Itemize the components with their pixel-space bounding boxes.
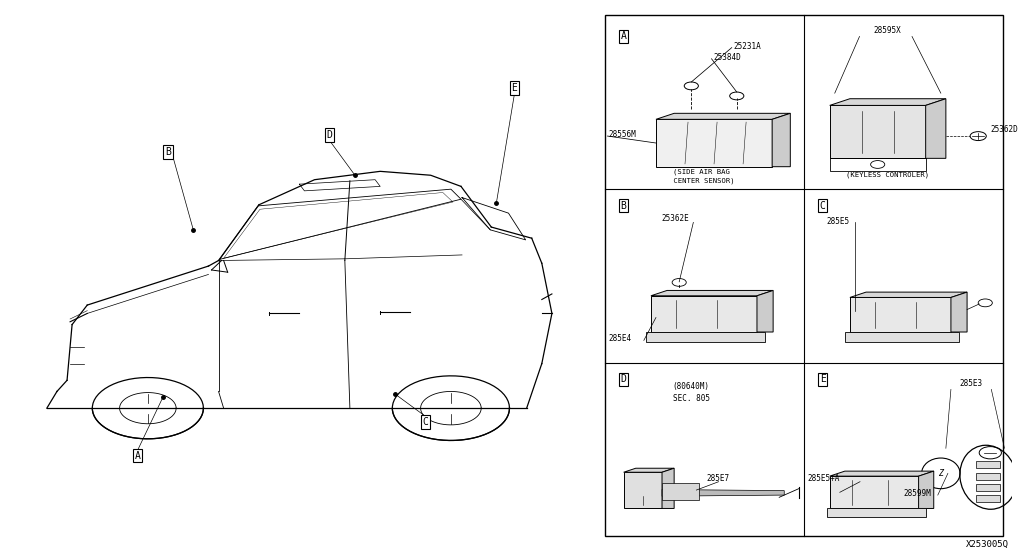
Polygon shape [826, 508, 926, 517]
Text: A: A [621, 31, 627, 41]
Polygon shape [772, 113, 791, 167]
Text: (KEYLESS CONTROLER): (KEYLESS CONTROLER) [846, 172, 930, 178]
Text: 25231A: 25231A [734, 42, 762, 51]
Text: B: B [165, 147, 171, 157]
Text: E: E [819, 375, 825, 384]
Text: (80640M): (80640M) [673, 382, 710, 391]
Polygon shape [646, 332, 765, 342]
Polygon shape [651, 291, 773, 296]
Polygon shape [926, 99, 946, 158]
Polygon shape [919, 471, 934, 508]
Polygon shape [651, 296, 757, 332]
Text: 25362D: 25362D [990, 125, 1018, 134]
Text: D: D [621, 375, 627, 384]
Text: C: C [819, 200, 825, 211]
Text: Z: Z [938, 469, 943, 478]
Polygon shape [624, 468, 674, 472]
Bar [976, 460, 1000, 468]
Text: 285E5+A: 285E5+A [808, 474, 840, 483]
Text: C: C [423, 417, 429, 427]
Text: X253005Q: X253005Q [966, 540, 1009, 549]
Text: 285E3: 285E3 [959, 379, 983, 388]
Polygon shape [845, 332, 959, 342]
Polygon shape [656, 119, 772, 167]
Text: (SIDE AIR BAG: (SIDE AIR BAG [673, 169, 730, 175]
Text: E: E [512, 83, 517, 93]
Polygon shape [850, 297, 951, 332]
Polygon shape [829, 105, 926, 158]
Polygon shape [663, 468, 674, 508]
Polygon shape [829, 471, 934, 476]
Bar [976, 484, 1000, 491]
Text: 25362E: 25362E [662, 214, 689, 223]
Polygon shape [829, 99, 946, 105]
Text: 285E5: 285E5 [826, 217, 850, 226]
Text: D: D [327, 130, 333, 140]
Text: 285E7: 285E7 [707, 474, 729, 483]
Polygon shape [624, 472, 663, 508]
Bar [605, 15, 1004, 536]
Polygon shape [757, 291, 773, 332]
Polygon shape [951, 292, 967, 332]
Text: 28599M: 28599M [903, 489, 931, 498]
Text: 28595X: 28595X [873, 26, 902, 35]
Polygon shape [850, 292, 967, 297]
Polygon shape [829, 476, 919, 508]
Text: 25384D: 25384D [714, 53, 741, 62]
Bar [976, 473, 1000, 480]
Polygon shape [663, 489, 784, 496]
Polygon shape [663, 483, 699, 500]
Text: CENTER SENSOR): CENTER SENSOR) [669, 178, 734, 184]
Text: 28556M: 28556M [608, 130, 636, 139]
Text: B: B [621, 200, 627, 211]
Text: A: A [135, 451, 140, 460]
Bar [976, 495, 1000, 502]
Text: SEC. 805: SEC. 805 [673, 394, 710, 403]
Text: 285E4: 285E4 [608, 334, 632, 343]
Polygon shape [656, 113, 791, 119]
